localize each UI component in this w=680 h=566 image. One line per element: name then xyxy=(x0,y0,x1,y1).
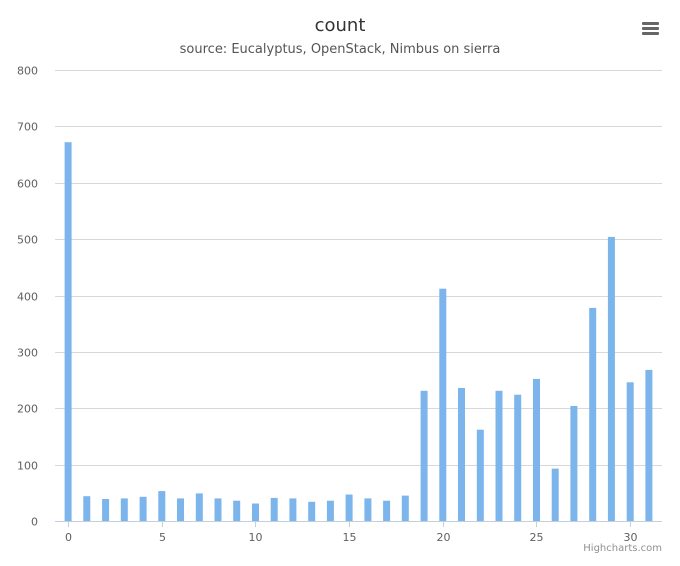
y-tick-label: 500 xyxy=(17,234,38,247)
bar xyxy=(626,382,634,521)
chart-subtitle: source: Eucalyptus, OpenStack, Nimbus on… xyxy=(179,42,501,57)
y-tick-label: 700 xyxy=(17,121,38,134)
bar xyxy=(645,369,653,521)
y-tick-label: 400 xyxy=(17,291,38,304)
bar xyxy=(383,500,391,521)
bar xyxy=(439,288,447,521)
bar xyxy=(345,494,353,521)
bar xyxy=(401,495,409,521)
bar xyxy=(551,468,559,521)
x-tick-label: 0 xyxy=(65,531,72,544)
bar xyxy=(476,429,484,521)
bar xyxy=(420,390,428,521)
x-tick-label: 30 xyxy=(624,531,638,544)
bar xyxy=(177,498,184,521)
y-tick-label: 0 xyxy=(31,516,38,529)
chart-title: count xyxy=(314,15,366,36)
x-tick-label: 15 xyxy=(343,531,357,544)
bar xyxy=(533,378,540,521)
context-menu-button[interactable] xyxy=(638,18,662,40)
bar xyxy=(270,497,278,521)
bar xyxy=(214,498,222,521)
bar xyxy=(458,388,465,521)
bar xyxy=(139,496,147,521)
bar xyxy=(289,498,297,521)
bar xyxy=(83,496,91,521)
bar xyxy=(495,390,503,521)
x-tick-label: 20 xyxy=(437,531,451,544)
bar xyxy=(102,499,110,521)
bar xyxy=(120,498,128,521)
bar xyxy=(233,500,241,521)
bar xyxy=(158,491,166,521)
y-tick-label: 600 xyxy=(17,178,38,191)
bar xyxy=(514,394,522,521)
y-tick-label: 800 xyxy=(17,65,38,78)
x-tick-label: 5 xyxy=(159,531,166,544)
bar xyxy=(326,500,334,521)
credits-link[interactable]: Highcharts.com xyxy=(583,543,662,554)
bar xyxy=(364,498,372,521)
bar xyxy=(570,406,578,521)
x-tick-label: 25 xyxy=(530,531,544,544)
y-tick-label: 300 xyxy=(17,347,38,360)
y-tick-label: 100 xyxy=(17,460,38,473)
hamburger-menu-icon xyxy=(642,32,659,35)
bar xyxy=(64,142,72,521)
hamburger-menu-icon xyxy=(642,22,659,25)
hamburger-menu-icon xyxy=(642,27,659,30)
bar xyxy=(607,236,615,521)
bar xyxy=(589,307,597,521)
bar xyxy=(195,493,203,521)
x-tick-label: 10 xyxy=(249,531,263,544)
bar xyxy=(308,501,316,521)
y-tick-label: 200 xyxy=(17,403,38,416)
bar xyxy=(252,503,259,521)
